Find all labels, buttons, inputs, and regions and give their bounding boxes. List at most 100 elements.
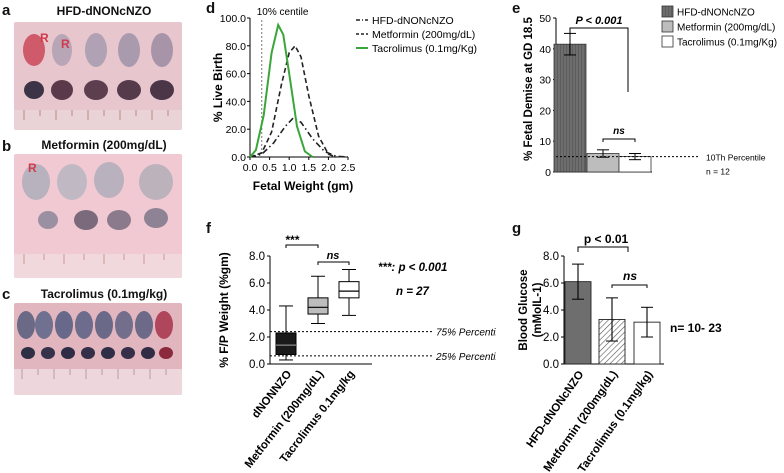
panel-letter-a: a [2, 2, 11, 19]
significance-label: p < 0.01 [584, 232, 629, 246]
fetus-row-top [23, 33, 173, 67]
fetus [35, 311, 53, 339]
chart-panel-d: 0.0 20.0 40.0 60.0 80.0 100.0 0.0 0.5 1.0 1.5 2.0 2… [211, 7, 477, 193]
placenta [24, 81, 44, 99]
ns-label: ns [613, 126, 625, 137]
ruler [14, 254, 182, 278]
placenta [81, 347, 95, 359]
ruler [14, 369, 182, 395]
chart-panel-e: 0 10 20 30 40 50 % Fetal Demise at GD 18.5 10Th… [523, 5, 777, 179]
fetus [85, 33, 107, 67]
significance-bracket [285, 244, 319, 248]
photo-panel-c [14, 303, 182, 395]
fetus [135, 311, 153, 339]
n-note: n = 27 [396, 286, 430, 298]
y-tick-label: 80.0 [226, 41, 247, 53]
p-value-note: ***: p < 0.001 [378, 262, 447, 274]
y-tick-label: 0.0 [231, 152, 246, 164]
r-mark: R [28, 161, 37, 175]
panel-letter-d: d [206, 0, 216, 17]
placenta [141, 347, 155, 359]
y-tick-label: 6.0 [249, 278, 265, 290]
fetus [55, 311, 73, 339]
panel-b-title: Metformin (200mg/dL) [41, 138, 167, 152]
placenta-row [24, 80, 174, 100]
y-tick-label: 6.0 [543, 278, 559, 290]
panel-c-title: Tacrolimus (0.1mg/kg) [40, 287, 168, 301]
x-tick-label: 0.0 [243, 162, 258, 174]
box [307, 297, 329, 315]
n-label: n= 10- 23 [670, 321, 722, 335]
fetus [139, 164, 173, 200]
panel-letter-e: e [512, 0, 521, 17]
ns-bracket [602, 138, 636, 142]
r-mark: R [40, 31, 49, 45]
ns-label: ns [623, 269, 637, 283]
y-tick-label: 20.0 [226, 124, 247, 136]
fetus [115, 311, 133, 339]
fetus [95, 311, 113, 339]
ruler [14, 110, 182, 130]
x-tick-label: 0.5 [262, 162, 277, 174]
y-axis-label: % Live Birth [211, 53, 225, 122]
placenta-row [38, 208, 168, 230]
fetus [118, 33, 140, 67]
ruler-ticks [21, 369, 167, 379]
panel-letter-b: b [2, 138, 12, 155]
chart-panel-g: 0.0 2.0 4.0 6.0 8.0 Blood Glucose (mMoIL-1) p <… [518, 232, 722, 473]
photo-b-image: R [14, 154, 182, 278]
placenta [38, 211, 58, 229]
fetus [94, 162, 124, 198]
x-tick-label: 2.5 [341, 162, 356, 174]
panel-letter-g: g [512, 220, 522, 237]
legend-label: Metformin (200mg/dL) [372, 29, 475, 41]
placenta [74, 210, 98, 230]
placenta [41, 347, 55, 359]
significance-bracket [577, 246, 629, 252]
y-tick-label: 50 [539, 13, 551, 25]
placenta [51, 80, 73, 100]
y-axis-label: % F/P Weight (%gm) [217, 252, 231, 368]
y-axis-unit: (mMoIL-1) [532, 282, 544, 337]
ruler-ticks [23, 110, 169, 120]
x-tick-label: 1.5 [301, 162, 316, 174]
fetus [23, 34, 45, 66]
placenta [121, 347, 135, 359]
y-tick-label: 40.0 [226, 96, 247, 108]
r-mark: R [61, 37, 70, 51]
chart-panel-f: 0.0 2.0 4.0 6.0 8.0 % F/P Weight (%gm) 75% Per… [217, 233, 496, 471]
panel-letter-f: f [206, 220, 211, 237]
placenta [107, 210, 131, 230]
series-line-solid [249, 22, 314, 158]
fetus [75, 311, 93, 339]
fetus [52, 34, 72, 66]
y-tick-label: 4.0 [543, 305, 559, 317]
series-line-dash-dot [249, 117, 349, 158]
x-tick-label: 2.0 [321, 162, 336, 174]
y-tick-label: 0.0 [543, 359, 559, 371]
y-tick-label: 0.0 [249, 359, 265, 371]
y-tick-label: 2.0 [249, 332, 265, 344]
fetus [155, 311, 173, 339]
y-axis-label: Blood Glucose [518, 269, 530, 350]
y-tick-label: 40 [539, 44, 551, 56]
photo-panel-a: R R [14, 22, 182, 130]
y-tick-label: 8.0 [249, 251, 265, 263]
y-axis-label: % Fetal Demise at GD 18.5 [523, 16, 535, 160]
legend-label: HFD-dNONcNZO [677, 8, 755, 19]
y-tick-label: 10 [539, 136, 551, 148]
placenta [150, 80, 174, 100]
percentile-label: 25% Percentile [435, 352, 496, 363]
legend-label: Metformin (200mg/dL) [677, 23, 775, 34]
photo-a-image: R R [14, 22, 182, 130]
photo-c-image [14, 303, 182, 395]
legend-label: HFD-dNONcNZO [372, 15, 454, 27]
y-tick-label: 30 [539, 75, 551, 87]
ruler-ticks [23, 254, 165, 264]
legend-swatch [661, 20, 674, 33]
legend-swatch [661, 5, 674, 18]
y-tick-label: 60.0 [226, 69, 247, 81]
placenta [61, 347, 75, 359]
ns-bracket [317, 261, 350, 265]
significance-label: *** [285, 233, 300, 247]
